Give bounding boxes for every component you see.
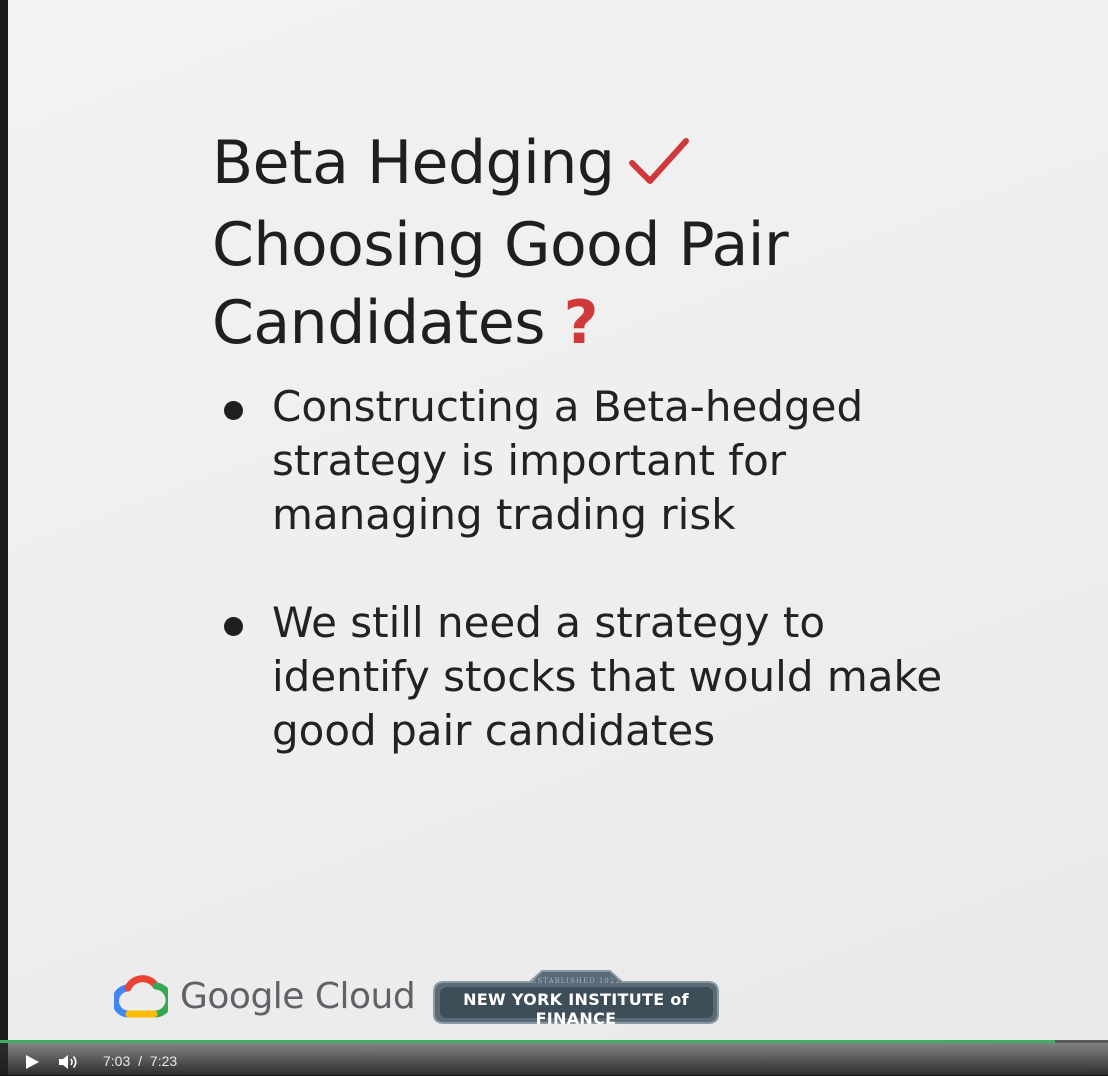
video-frame[interactable]: Beta Hedging Choosing Good Pair Candidat… <box>8 0 1108 1075</box>
current-time: 7:03 <box>103 1053 131 1069</box>
bullet-item: Constructing a Beta-hedged strategy is i… <box>224 380 984 542</box>
title-line-3-text: Candidates <box>212 288 546 358</box>
bullet-dot <box>224 617 243 636</box>
bullet-text: We still need a strategy to identify sto… <box>272 598 943 755</box>
volume-icon[interactable] <box>57 1052 81 1072</box>
logo-row: Google Cloud ESTABLISHED 1922 NEW YORK I… <box>112 968 814 1032</box>
slide-title: Beta Hedging Choosing Good Pair Candidat… <box>212 124 932 362</box>
nyif-logo: ESTABLISHED 1922 NEW YORK INSTITUTE of F… <box>430 968 722 1028</box>
nyif-name: NEW YORK INSTITUTE of FINANCE <box>463 990 689 1028</box>
bullet-dot <box>224 401 243 420</box>
bullet-item: We still need a strategy to identify sto… <box>224 596 984 758</box>
google-cloud-logo-icon <box>112 974 173 1024</box>
title-line-1-text: Beta Hedging <box>212 128 615 198</box>
left-edge-strip <box>0 0 8 1075</box>
checkmark-icon <box>628 128 690 206</box>
time-display: 7:03 / 7:23 <box>103 1053 177 1069</box>
title-line-1: Beta Hedging <box>212 124 932 206</box>
title-line-2: Choosing Good Pair <box>212 210 789 280</box>
play-icon[interactable] <box>22 1052 42 1072</box>
question-mark: ? <box>563 288 599 358</box>
video-controls: 7:03 / 7:23 <box>0 1040 1108 1075</box>
google-cloud-wordmark: Google Cloud <box>180 976 416 1017</box>
progress-fill <box>0 1040 1055 1043</box>
duration: 7:23 <box>149 1053 178 1069</box>
nyif-established: ESTABLISHED 1922 <box>531 977 621 985</box>
bullet-text: Constructing a Beta-hedged strategy is i… <box>272 382 864 539</box>
title-line-3: Candidates ? <box>212 284 932 362</box>
time-separator: / <box>138 1053 143 1069</box>
progress-bar[interactable] <box>0 1040 1108 1043</box>
bullet-list: Constructing a Beta-hedged strategy is i… <box>224 380 984 812</box>
